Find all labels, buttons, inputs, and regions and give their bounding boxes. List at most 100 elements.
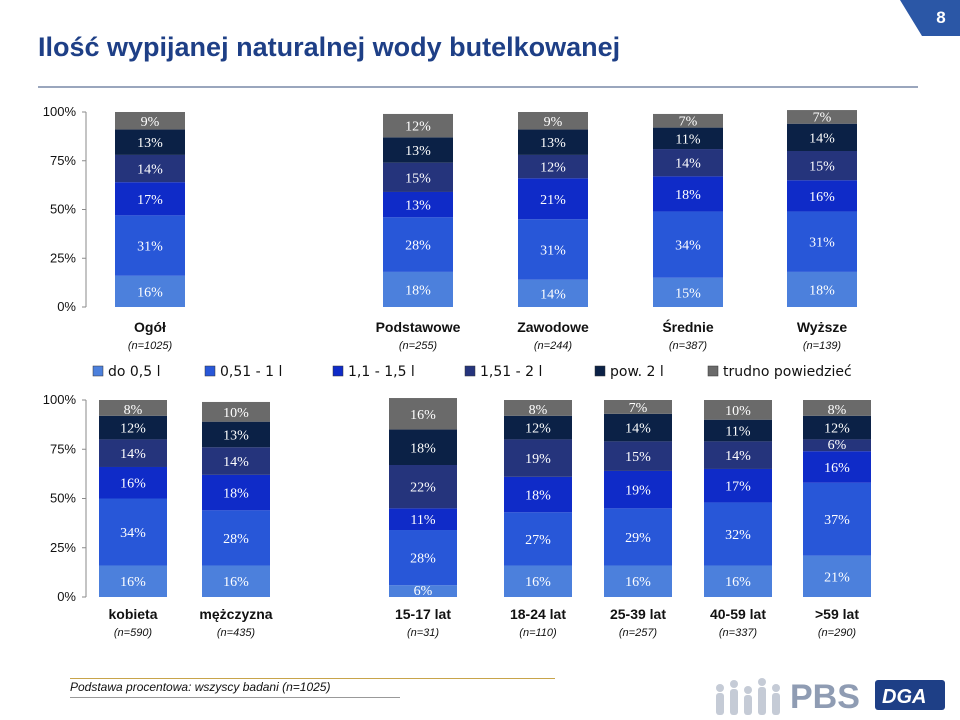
category-sample-size: (n=31) xyxy=(407,627,439,639)
bar-segment xyxy=(704,419,772,442)
bar-value-label: 18% xyxy=(410,441,436,456)
category-sample-size: (n=590) xyxy=(114,627,153,639)
bar-segment xyxy=(787,151,857,181)
bar-segment xyxy=(202,510,270,566)
category-sample-size: (n=139) xyxy=(803,340,842,352)
bar-value-label: 10% xyxy=(725,404,751,419)
category-sample-size: (n=110) xyxy=(519,627,557,639)
category-label: Średnie xyxy=(662,318,714,335)
bar-segment xyxy=(704,502,772,566)
bar-segment xyxy=(787,271,857,307)
bar-segment xyxy=(653,127,723,150)
bar-segment xyxy=(803,555,871,597)
title-divider xyxy=(38,86,918,88)
bar-segment xyxy=(504,565,572,597)
bar-value-label: 16% xyxy=(223,575,249,590)
bar-value-label: 13% xyxy=(540,136,566,151)
bar-value-label: 14% xyxy=(809,131,835,146)
bar-value-label: 6% xyxy=(828,438,847,453)
bar-value-label: 31% xyxy=(137,240,163,255)
category-label: mężczyzna xyxy=(199,606,272,622)
footnote-divider xyxy=(70,678,555,679)
bar-segment xyxy=(202,401,270,422)
legend-label: 1,51 - 2 l xyxy=(480,364,542,380)
bar-segment xyxy=(704,400,772,420)
bar-segment xyxy=(389,530,457,586)
category-label: Zawodowe xyxy=(517,319,589,335)
category-sample-size: (n=435) xyxy=(217,627,256,639)
category-label: 15-17 lat xyxy=(395,606,451,622)
bar-value-label: 31% xyxy=(540,243,566,258)
bar-segment xyxy=(504,439,572,477)
bar-value-label: 28% xyxy=(223,532,249,547)
bar-value-label: 14% xyxy=(625,422,651,437)
bar-value-label: 37% xyxy=(824,513,850,528)
bar-segment xyxy=(604,508,672,566)
legend-swatch xyxy=(464,365,476,377)
bar-segment xyxy=(99,400,167,416)
bar-value-label: 29% xyxy=(625,531,651,546)
page-number-badge: 8 xyxy=(922,0,960,36)
bar-value-label: 17% xyxy=(137,193,163,208)
legend-label: trudno powiedzieć xyxy=(723,364,852,380)
bar-segment xyxy=(389,429,457,466)
bar-value-label: 11% xyxy=(675,132,700,147)
footnote-underline xyxy=(70,697,400,698)
bar-value-label: 14% xyxy=(137,163,163,178)
category-sample-size: (n=255) xyxy=(399,340,438,352)
bar-segment xyxy=(653,211,723,278)
bar-value-label: 18% xyxy=(675,188,701,203)
bar-segment xyxy=(383,137,453,163)
bar-segment xyxy=(383,191,453,218)
category-label: Ogół xyxy=(134,319,166,335)
legend-swatch xyxy=(92,365,104,377)
bar-value-label: 14% xyxy=(675,157,701,172)
bar-segment xyxy=(803,451,871,483)
bar-segment xyxy=(787,180,857,212)
bar-value-label: 15% xyxy=(405,171,431,186)
y-tick-label: 0% xyxy=(57,589,76,604)
legend-label: do 0,5 l xyxy=(108,364,161,380)
bar-value-label: 9% xyxy=(544,115,563,130)
legend-label: 1,1 - 1,5 l xyxy=(348,364,415,380)
bar-value-label: 16% xyxy=(809,190,835,205)
bar-segment xyxy=(389,585,457,597)
bar-segment xyxy=(99,498,167,566)
bar-segment xyxy=(504,415,572,440)
bar-segment xyxy=(389,465,457,509)
bar-segment xyxy=(653,176,723,212)
y-tick-label: 75% xyxy=(50,153,76,168)
bar-value-label: 16% xyxy=(725,575,751,590)
bar-value-label: 16% xyxy=(410,408,436,423)
bar-value-label: 21% xyxy=(540,193,566,208)
bar-value-label: 34% xyxy=(675,239,701,254)
y-tick-label: 25% xyxy=(50,250,76,265)
bar-value-label: 11% xyxy=(410,513,435,528)
bar-segment xyxy=(389,398,457,430)
bar-segment xyxy=(115,275,185,307)
bar-value-label: 12% xyxy=(120,422,146,437)
pbs-dga-logo: PBS DGA xyxy=(716,678,945,716)
bar-segment xyxy=(704,468,772,503)
bar-value-label: 19% xyxy=(625,484,651,499)
bar-segment xyxy=(803,482,871,556)
bar-value-label: 19% xyxy=(525,452,551,467)
bar-segment xyxy=(787,211,857,272)
bar-value-label: 16% xyxy=(120,575,146,590)
bar-value-label: 10% xyxy=(223,406,249,421)
bar-value-label: 7% xyxy=(629,401,648,416)
category-sample-size: (n=337) xyxy=(719,627,758,639)
pbs-logo-text: PBS xyxy=(790,678,860,716)
bar-segment xyxy=(518,219,588,280)
bar-value-label: 12% xyxy=(540,161,566,176)
bar-value-label: 13% xyxy=(223,428,249,443)
bar-segment xyxy=(202,474,270,511)
category-sample-size: (n=387) xyxy=(669,340,708,352)
category-label: 18-24 lat xyxy=(510,606,566,622)
category-label: 25-39 lat xyxy=(610,606,666,622)
bar-value-label: 11% xyxy=(725,425,750,440)
bar-value-label: 18% xyxy=(525,489,551,504)
bar-segment xyxy=(99,565,167,597)
bar-segment xyxy=(99,415,167,440)
bar-value-label: 16% xyxy=(824,461,850,476)
